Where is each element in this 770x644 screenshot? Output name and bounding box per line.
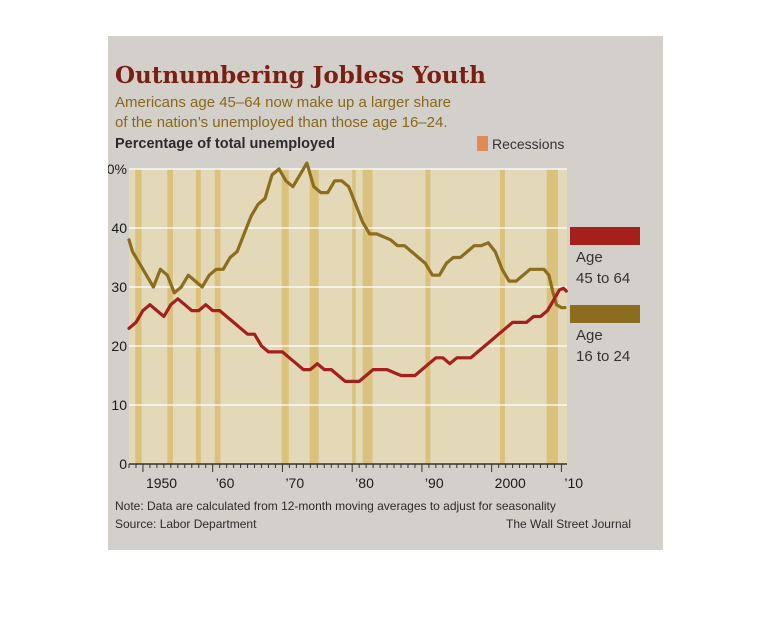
series-line-16-24: [127, 161, 567, 310]
chart-note: Note: Data are calculated from 12-month …: [115, 499, 556, 513]
recessions-legend-label: Recessions: [492, 136, 564, 152]
x-tick-label-1970: ’70: [285, 475, 304, 491]
y-tick-label-50: 50%: [108, 161, 127, 177]
recession-band-2: [195, 169, 201, 464]
legend-label-16-24-line2: 16 to 24: [576, 348, 630, 365]
recessions-legend-swatch: [477, 136, 488, 151]
y-tick-label-10: 10: [111, 397, 127, 413]
series-line-45-64: [127, 286, 568, 383]
x-tick-label-1960: ’60: [216, 475, 235, 491]
y-tick-label-20: 20: [111, 338, 127, 354]
legend-swatch-45-64: [570, 227, 640, 245]
x-tick-label-2010: ’10: [564, 475, 583, 491]
x-axis-ticks: 1950 ’60 ’70 ’80 ’90 2000 ’10: [128, 464, 583, 491]
chart-credit: The Wall Street Journal: [506, 517, 631, 531]
legend-label-45-64-line2: 45 to 64: [576, 270, 630, 287]
chart-source: Source: Labor Department: [115, 517, 257, 531]
legend-swatch-16-24: [570, 305, 640, 323]
x-tick-label-2000: 2000: [495, 475, 526, 491]
y-tick-label-30: 30: [111, 279, 127, 295]
recession-band-8: [425, 169, 431, 464]
recession-band-4: [281, 169, 289, 464]
y-axis-label: Percentage of total unemployed: [115, 136, 335, 152]
x-tick-label-1990: ’90: [425, 475, 444, 491]
recession-band-5: [309, 169, 319, 464]
chart-panel: Outnumbering Jobless Youth Americans age…: [108, 36, 663, 550]
recession-band-1: [167, 169, 173, 464]
data-series: [127, 161, 568, 383]
recession-band-10: [546, 169, 558, 464]
chart-title: Outnumbering Jobless Youth: [115, 62, 486, 89]
chart-subtitle-line1: Americans age 45–64 now make up a larger…: [115, 94, 451, 111]
x-tick-label-1980: ’80: [355, 475, 374, 491]
recession-band-7: [362, 169, 373, 464]
recession-band-6: [352, 169, 356, 464]
legend-label-45-64-line1: Age: [576, 249, 603, 266]
line-chart: Outnumbering Jobless Youth Americans age…: [108, 62, 640, 531]
y-tick-label-40: 40: [111, 220, 127, 236]
recession-band-9: [500, 169, 505, 464]
chart-subtitle-line2: of the nation’s unemployed than those ag…: [115, 114, 447, 131]
legend-label-16-24-line1: Age: [576, 327, 603, 344]
plot-area: [129, 169, 567, 464]
y-tick-label-0: 0: [119, 456, 127, 472]
recession-band-3: [214, 169, 221, 464]
x-tick-label-1950: 1950: [146, 475, 177, 491]
y-axis-ticks: 0 10 20 30 40 50%: [108, 161, 127, 472]
